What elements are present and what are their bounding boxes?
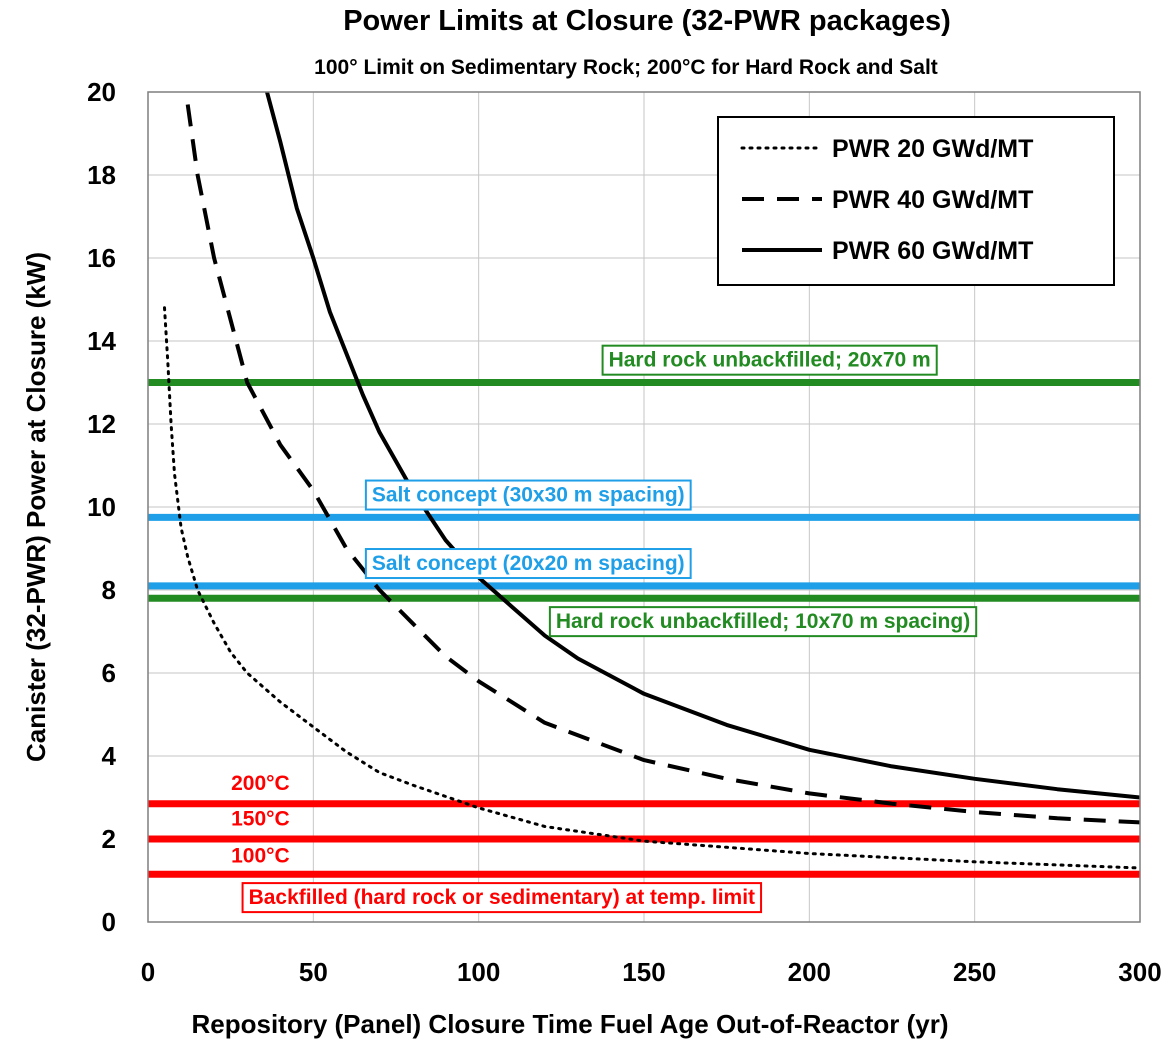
annotation: 200°C <box>231 772 290 795</box>
annotation: Backfilled (hard rock or sedimentary) at… <box>241 882 763 914</box>
annotation-text: 100°C <box>231 845 290 868</box>
y-axis-label: Canister (32-PWR) Power at Closure (kW) <box>21 252 51 762</box>
axis-ticks: 0 50 100 150 200 250 300 0 2 4 6 8 10 12 14 16 18 20 <box>87 77 1162 987</box>
y-tick-label: 0 <box>102 907 116 937</box>
legend-label: PWR 60 GWd/MT <box>832 237 1033 265</box>
chart-title: Power Limits at Closure (32-PWR packages… <box>343 5 951 37</box>
annotation-box <box>548 606 978 638</box>
y-tick-label: 14 <box>87 326 116 356</box>
annotation-box <box>364 479 692 511</box>
plot-frame <box>147 91 1141 923</box>
legend: PWR 20 GWd/MT PWR 40 GWd/MT PWR 60 GWd/MT <box>717 116 1115 286</box>
x-tick-label: 50 <box>299 957 328 987</box>
annotations: Hard rock unbackfilled; 20x70 m Salt conc… <box>231 344 978 914</box>
annotation: Hard rock unbackfilled; 20x70 m <box>601 344 938 376</box>
annotation: Hard rock unbackfilled; 10x70 m spacing) <box>548 606 978 638</box>
annotation-text: 150°C <box>231 807 290 830</box>
y-tick-label: 18 <box>87 160 116 190</box>
y-tick-label: 12 <box>87 409 116 439</box>
y-tick-label: 6 <box>102 658 116 688</box>
y-tick-label: 20 <box>87 77 116 107</box>
annotation: Salt concept (30x30 m spacing) <box>364 479 692 511</box>
annotation-box <box>601 344 938 376</box>
y-tick-label: 4 <box>102 741 117 771</box>
x-tick-label: 100 <box>457 957 500 987</box>
series-line <box>163 306 1142 870</box>
x-tick-label: 0 <box>141 957 155 987</box>
annotation-text: Salt concept (20x20 m spacing) <box>372 552 685 575</box>
annotation-text: Hard rock unbackfilled; 10x70 m spacing) <box>556 610 970 633</box>
chart-subtitle: 100° Limit on Sedimentary Rock; 200°C fo… <box>314 56 938 79</box>
legend-label: PWR 20 GWd/MT <box>832 135 1033 163</box>
annotation-text: Hard rock unbackfilled; 20x70 m <box>609 349 931 372</box>
reference-lines <box>148 379 1140 878</box>
annotation: 100°C <box>231 845 290 868</box>
annotation-text: Salt concept (30x30 m spacing) <box>372 484 685 507</box>
y-tick-label: 10 <box>87 492 116 522</box>
annotation-box <box>241 882 763 914</box>
x-tick-label: 150 <box>622 957 665 987</box>
y-tick-label: 8 <box>102 575 116 605</box>
x-tick-label: 250 <box>953 957 996 987</box>
annotation-box <box>364 548 692 580</box>
y-tick-label: 16 <box>87 243 116 273</box>
legend-label: PWR 40 GWd/MT <box>832 186 1033 214</box>
x-axis-label: Repository (Panel) Closure Time Fuel Age… <box>192 1009 949 1039</box>
x-tick-label: 300 <box>1118 957 1161 987</box>
x-tick-label: 200 <box>788 957 831 987</box>
annotation: Salt concept (20x20 m spacing) <box>364 548 692 580</box>
series-line <box>185 104 1141 825</box>
annotation: 150°C <box>231 807 290 830</box>
annotation-text: Backfilled (hard rock or sedimentary) at… <box>249 886 755 909</box>
y-tick-label: 2 <box>102 824 116 854</box>
annotation-text: 200°C <box>231 772 290 795</box>
